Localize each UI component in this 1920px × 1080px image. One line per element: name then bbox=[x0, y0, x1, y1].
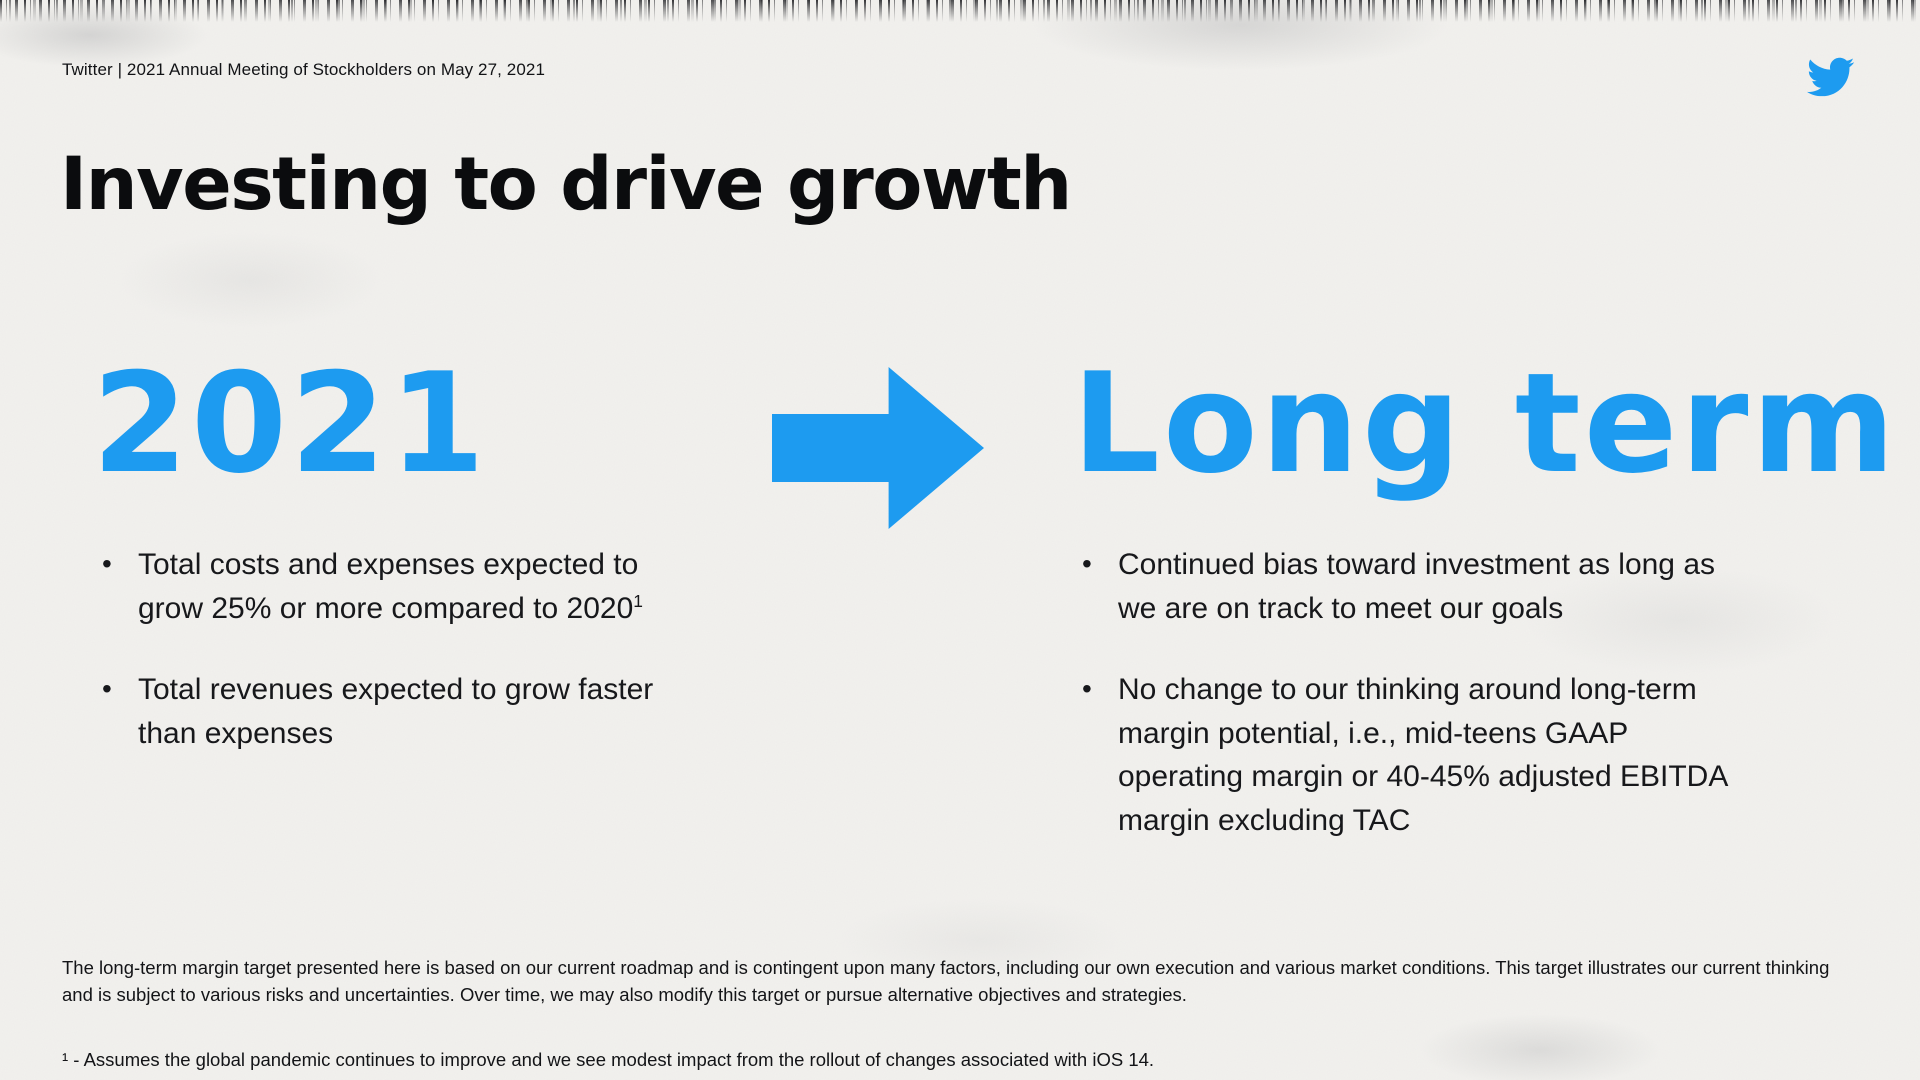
bullet-text: Total costs and expenses expected to gro… bbox=[138, 548, 639, 625]
footnote-reference-superscript: 1 bbox=[633, 590, 643, 611]
twitter-bird-icon bbox=[1806, 57, 1855, 97]
slide-title: Investing to drive growth bbox=[60, 142, 1072, 227]
bullet-item: Total costs and expenses expected to gro… bbox=[92, 543, 698, 630]
footnote-text: ¹ - Assumes the global pandemic continue… bbox=[62, 1048, 1155, 1070]
footer: The long-term margin target presented he… bbox=[62, 955, 1862, 1071]
long-term-heading: Long term bbox=[1072, 343, 1899, 504]
year-2021-heading: 2021 bbox=[92, 343, 489, 504]
year-2021-bullet-list: Total costs and expenses expected to gro… bbox=[92, 543, 698, 755]
disclaimer-text: The long-term margin target presented he… bbox=[62, 957, 1830, 1005]
year-2021-column: 2021 Total costs and expenses expected t… bbox=[92, 355, 712, 755]
torn-paper-edge-texture bbox=[0, 0, 1920, 22]
long-term-bullet-list: Continued bias toward investment as long… bbox=[1072, 543, 1732, 842]
bullet-text: Total revenues expected to grow faster t… bbox=[138, 673, 654, 750]
bullet-text: Continued bias toward investment as long… bbox=[1118, 548, 1716, 625]
bullet-item: Continued bias toward investment as long… bbox=[1072, 543, 1732, 630]
bullet-item: Total revenues expected to grow faster t… bbox=[92, 668, 698, 755]
right-arrow-icon bbox=[772, 367, 984, 529]
bullet-text: No change to our thinking around long-te… bbox=[1118, 673, 1727, 837]
meeting-info-text: Twitter | 2021 Annual Meeting of Stockho… bbox=[62, 60, 546, 79]
long-term-column: Long term Continued bias toward investme… bbox=[1072, 343, 1899, 842]
bullet-item: No change to our thinking around long-te… bbox=[1072, 668, 1732, 842]
